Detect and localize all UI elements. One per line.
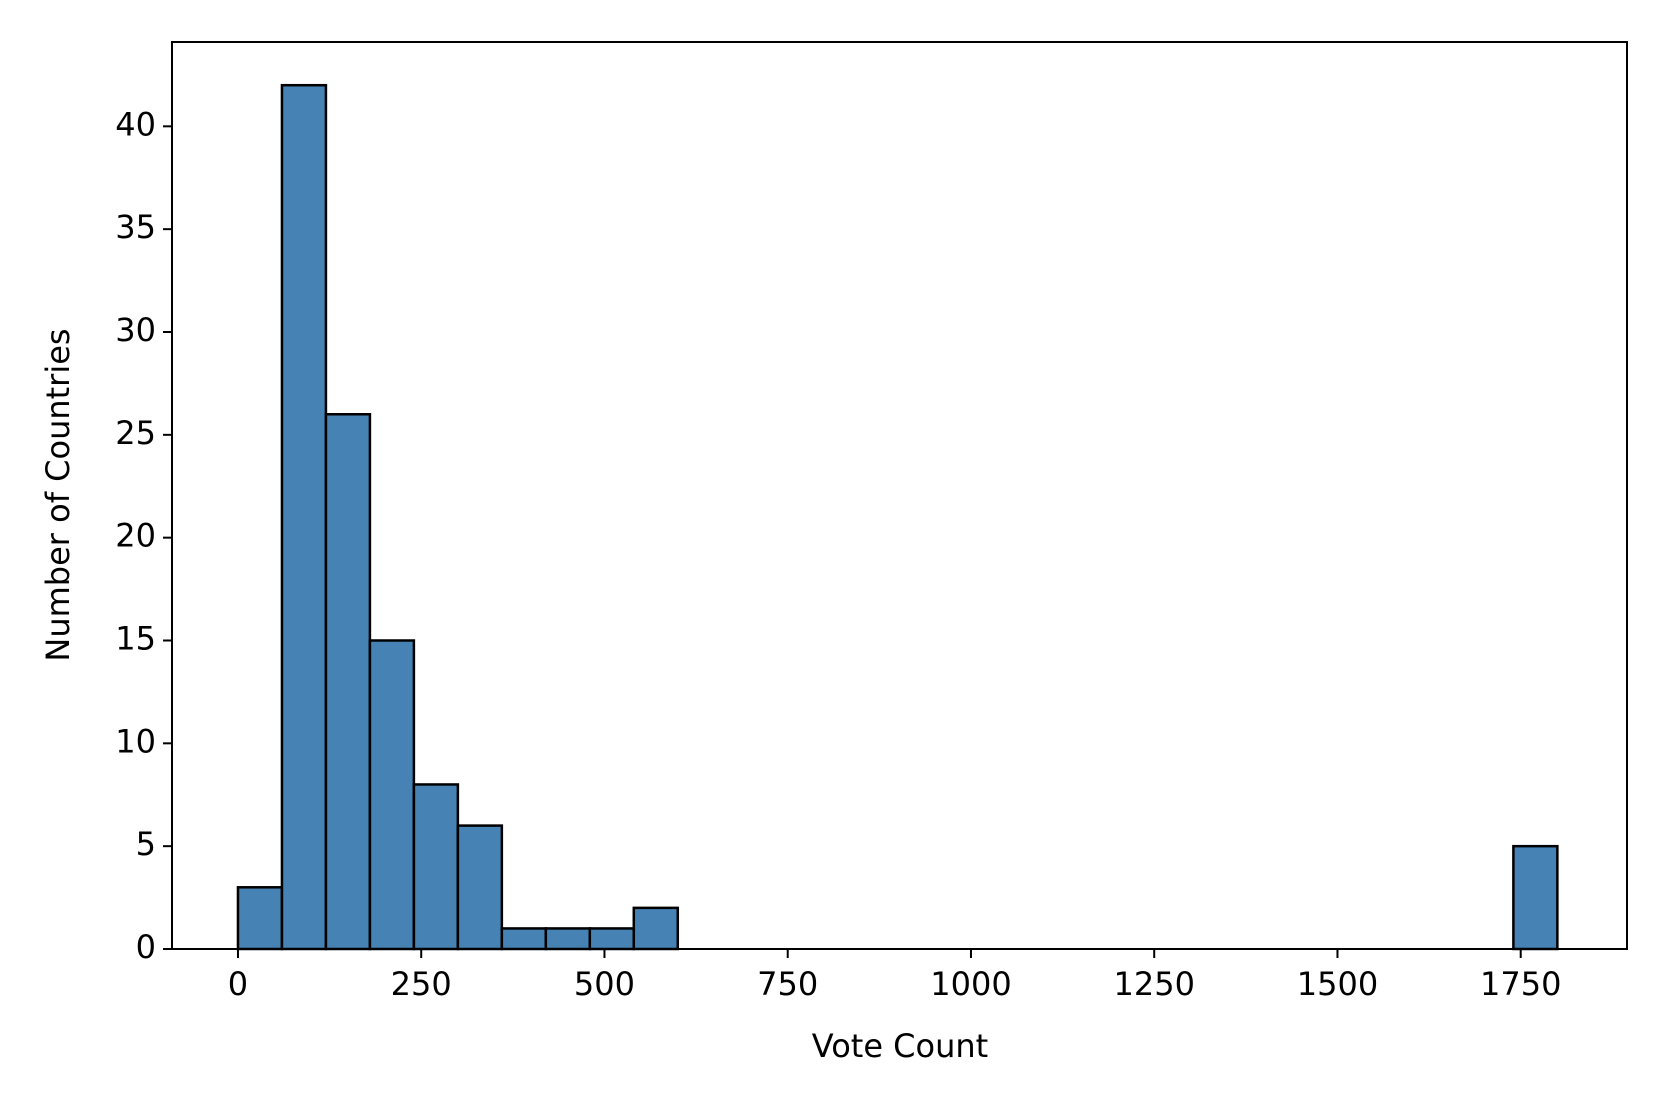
y-tick-label: 5 [136,825,156,863]
y-axis-label: Number of Countries [39,328,77,661]
bar [456,824,504,951]
x-tick-label: 1500 [1297,965,1378,1003]
bar [412,783,460,951]
x-tick-label: 1000 [930,965,1011,1003]
y-tick-label: 15 [115,619,156,657]
y-tick-label: 30 [115,311,156,349]
y-tick-label: 0 [136,928,156,966]
y-tick-label: 20 [115,517,156,555]
bar [368,639,416,951]
x-tick-label: 250 [391,965,452,1003]
bar [236,886,284,951]
y-tick-label: 35 [115,208,156,246]
bar [324,413,372,951]
x-tick-label: 0 [228,965,248,1003]
x-tick-label: 750 [757,965,818,1003]
bar [632,906,680,951]
x-tick-label: 500 [574,965,635,1003]
x-tick-label: 1750 [1480,965,1561,1003]
y-tick-label: 10 [115,722,156,760]
y-tick-label: 40 [115,105,156,143]
y-tick-label: 25 [115,414,156,452]
bar [1512,844,1559,951]
x-axis-label: Vote Count [812,1027,988,1065]
bar [588,927,636,951]
plot-frame [171,41,1628,950]
x-tick-label: 1250 [1113,965,1194,1003]
bar [500,927,548,951]
bar [280,83,328,951]
bar [544,927,592,951]
